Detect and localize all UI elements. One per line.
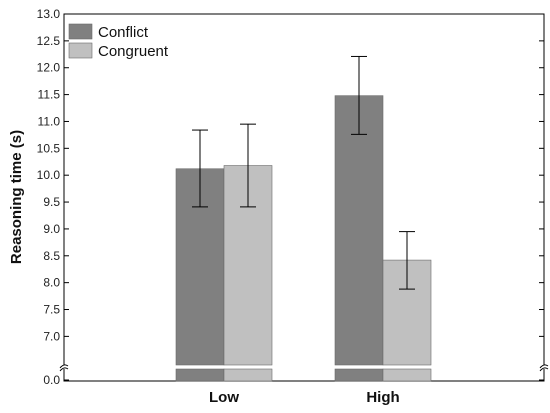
bar-stub-congruent-low bbox=[223, 368, 273, 382]
y-tick-label: 13.0 bbox=[37, 7, 61, 21]
y-axis-ticks: 13.0 12.5 12.0 11.5 11.0 10.5 10.0 9.5 9.0 8.5 8.0… bbox=[37, 7, 544, 387]
axis-break bbox=[59, 364, 549, 372]
y-tick-label: 8.0 bbox=[43, 276, 60, 290]
y-tick-label: 12.0 bbox=[37, 61, 61, 75]
y-tick-label: 12.5 bbox=[37, 34, 61, 48]
bar-stub-conflict-high bbox=[334, 368, 384, 382]
legend: Conflict Congruent bbox=[68, 23, 169, 60]
y-tick-label: 0.0 bbox=[43, 373, 60, 387]
axis-break-mark bbox=[539, 367, 549, 372]
axis-break-gap bbox=[60, 365, 68, 369]
y-tick-label: 7.5 bbox=[43, 303, 60, 317]
axis-break-mark bbox=[59, 364, 69, 369]
x-category-label: High bbox=[366, 389, 399, 406]
x-axis-categories: Low High bbox=[209, 389, 400, 406]
axis-break-mark bbox=[539, 364, 549, 369]
legend-label-conflict: Conflict bbox=[98, 24, 149, 41]
y-tick-label: 9.5 bbox=[43, 195, 60, 209]
bars bbox=[175, 95, 432, 382]
y-axis-label: Reasoning time (s) bbox=[8, 130, 25, 264]
axis-break-mark bbox=[59, 367, 69, 372]
error-bars bbox=[192, 55, 415, 290]
legend-swatch-congruent bbox=[68, 42, 93, 59]
axis-break-gap bbox=[540, 365, 548, 369]
x-category-label: Low bbox=[209, 389, 239, 406]
plot-frame bbox=[63, 13, 545, 382]
y-tick-label: 10.0 bbox=[37, 168, 61, 182]
bar-stub-congruent-high bbox=[382, 368, 432, 382]
y-tick-label: 9.0 bbox=[43, 222, 60, 236]
y-tick-label: 8.5 bbox=[43, 249, 60, 263]
y-tick-label: 11.5 bbox=[38, 88, 61, 102]
legend-label-congruent: Congruent bbox=[98, 43, 169, 60]
y-tick-label: 7.0 bbox=[43, 329, 60, 343]
legend-swatch-conflict bbox=[68, 23, 93, 40]
bar-stub-conflict-low bbox=[175, 368, 225, 382]
y-tick-label: 10.5 bbox=[37, 141, 61, 155]
bar-conflict-high bbox=[334, 95, 384, 366]
y-tick-label: 11.0 bbox=[38, 114, 61, 128]
